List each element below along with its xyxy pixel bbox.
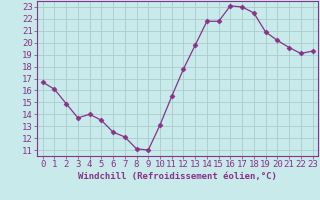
X-axis label: Windchill (Refroidissement éolien,°C): Windchill (Refroidissement éolien,°C) xyxy=(78,172,277,181)
